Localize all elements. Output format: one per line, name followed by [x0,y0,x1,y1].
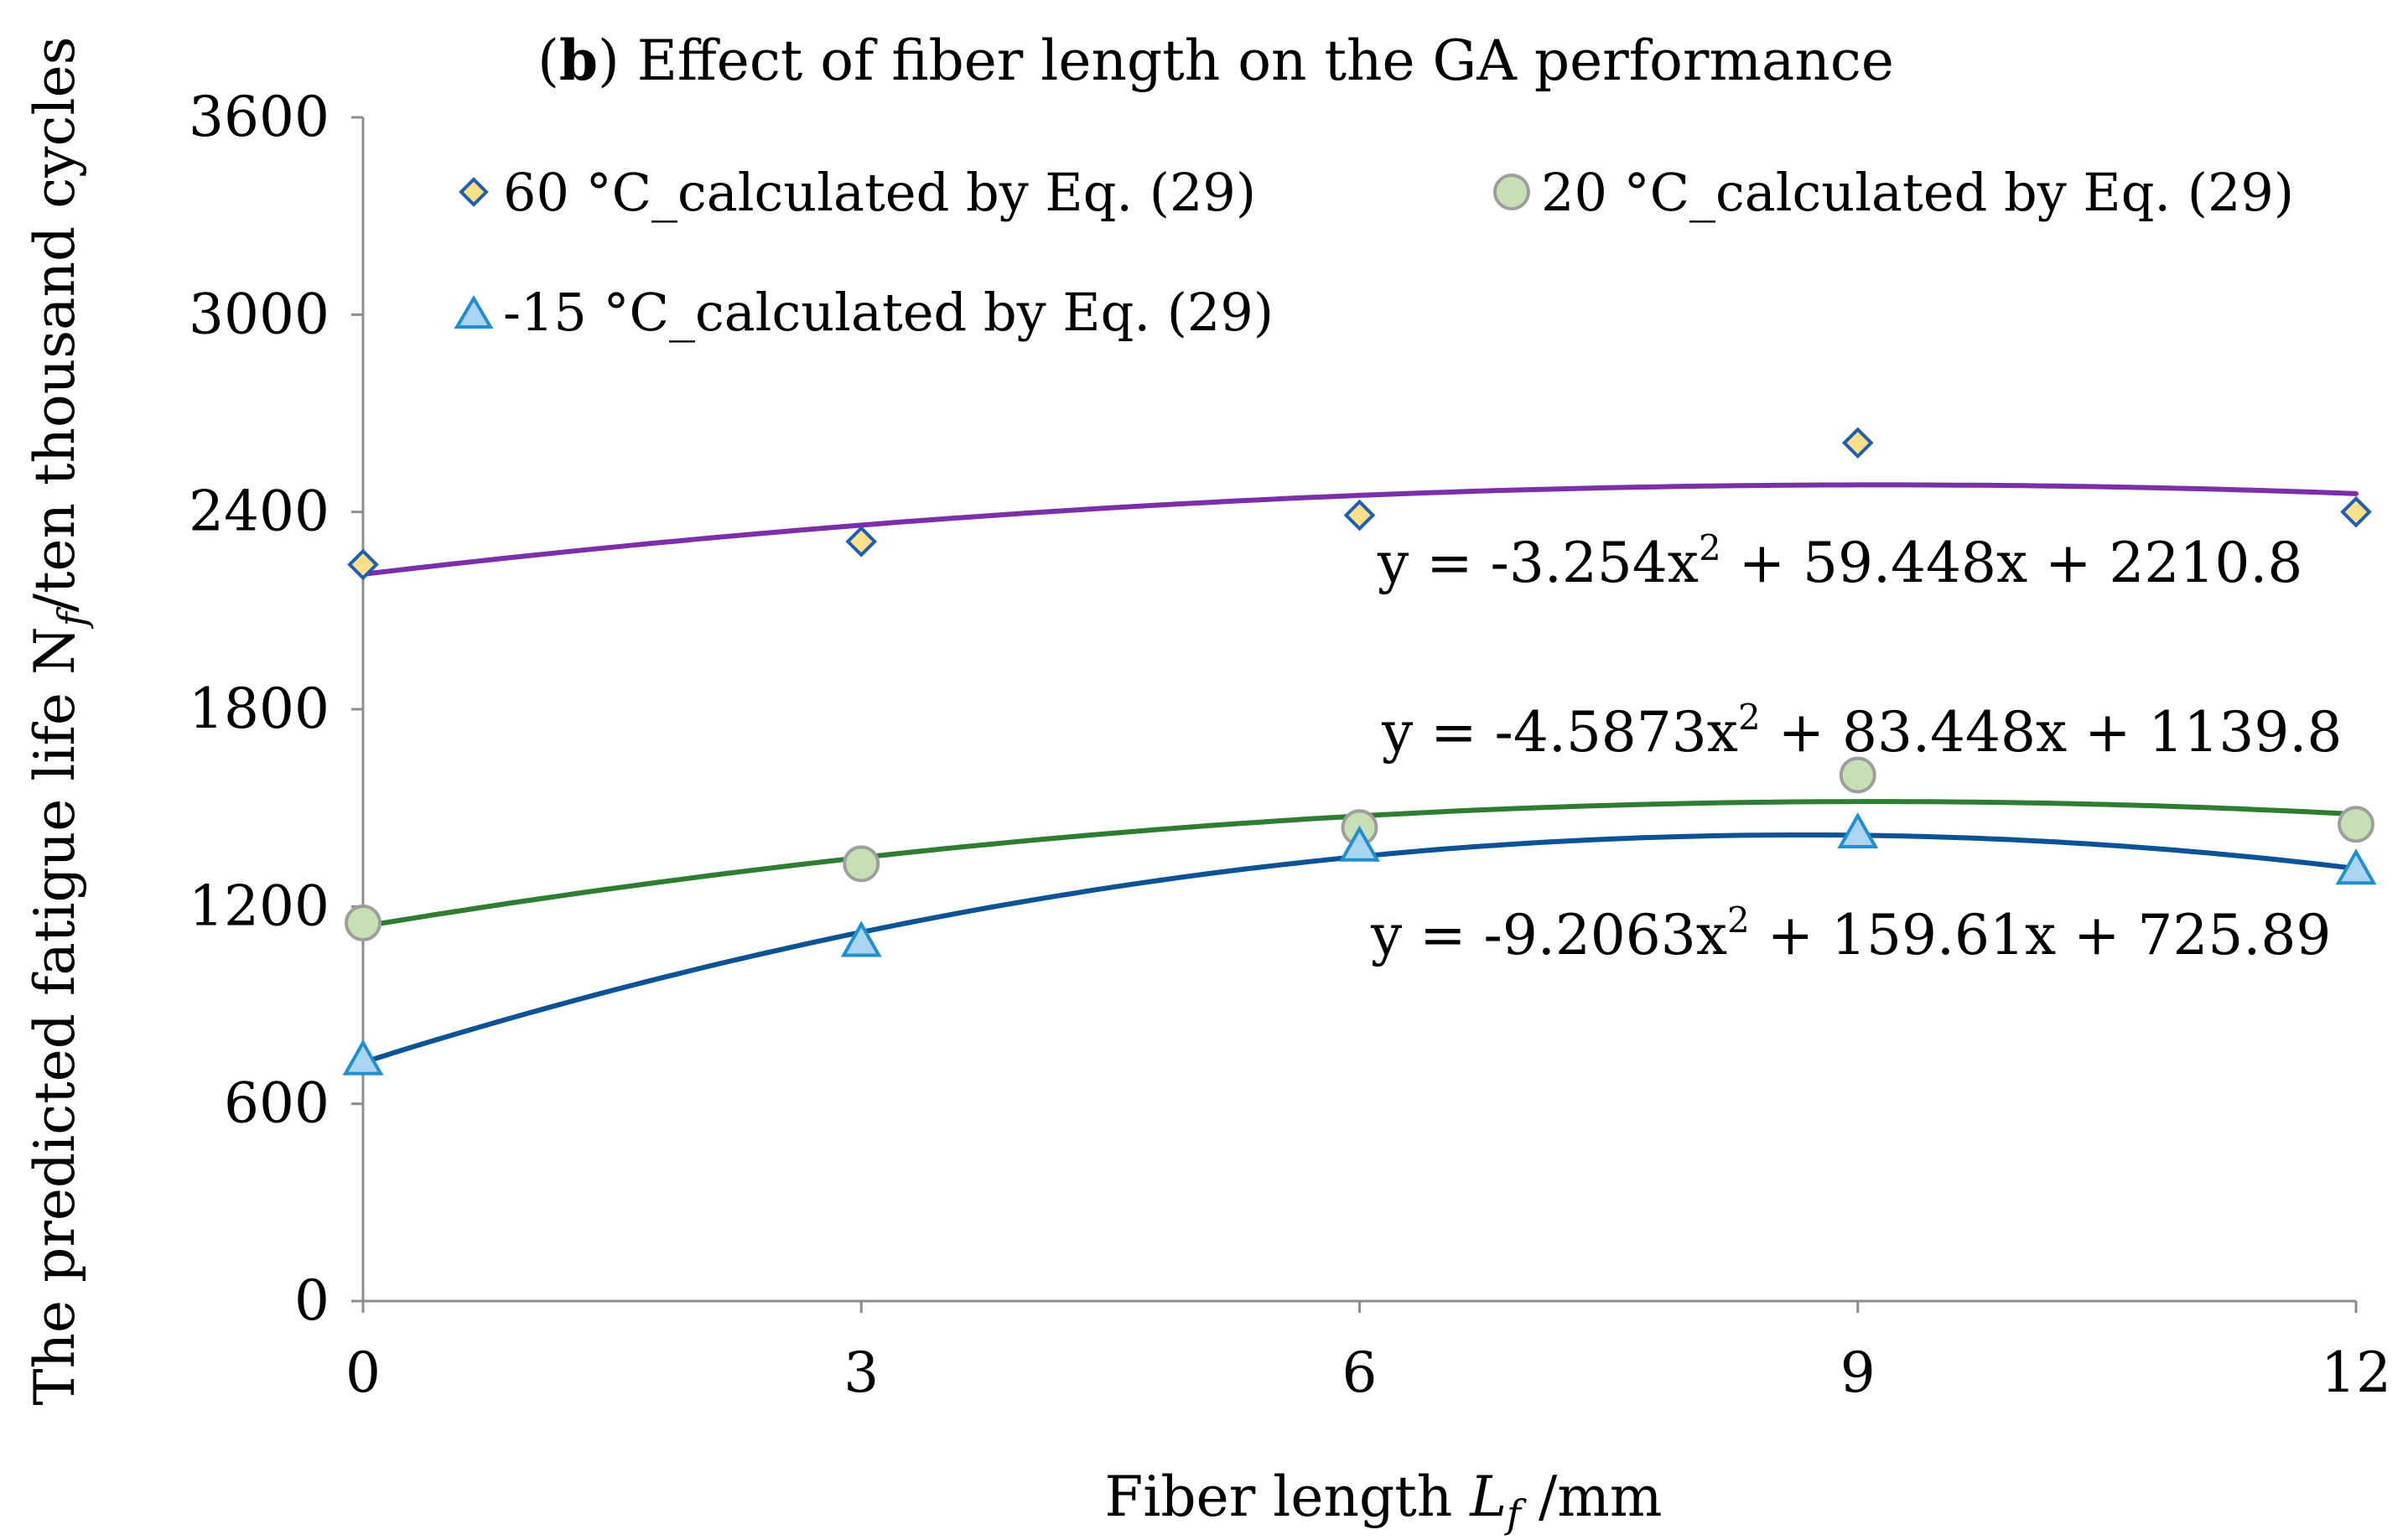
y-tick-label: 1200 [189,874,330,938]
data-point-series-2 [840,920,882,957]
data-point-series-0 [2340,495,2372,528]
x-tick-label: 0 [345,1340,381,1405]
legend-item-60c: 60 °C_calculated by Eq. (29) [459,162,1256,223]
data-point-series-0 [1841,427,1874,459]
legend-marker-diamond [459,177,489,207]
legend: 60 °C_calculated by Eq. (29) 20 °C_calcu… [454,162,2294,343]
data-point-series-1 [1839,756,1876,794]
data-point-series-0 [347,548,379,581]
y-tick-group: 0 600 1200 1800 2400 3000 3600 [189,85,363,1333]
y-tick-label: 0 [294,1268,330,1333]
legend-marker-circle [1493,174,1530,210]
legend-label-60c: 60 °C_calculated by Eq. (29) [503,162,1256,223]
data-point-series-0 [845,526,878,557]
y-tick-label: 600 [224,1071,330,1136]
legend-marker-triangle [454,295,494,329]
x-tick-label: 6 [1342,1340,1378,1405]
legend-label-minus15c: -15 °C_calculated by Eq. (29) [503,282,1274,343]
data-point-series-1 [2338,806,2374,843]
y-tick-label: 3600 [189,85,330,149]
trendline-series-0 [361,482,2359,577]
legend-label-20c: 20 °C_calculated by Eq. (29) [1541,162,2294,223]
chart-title: (b) Effect of fiber length on the GA per… [537,28,1894,93]
legend-item-minus15c: -15 °C_calculated by Eq. (29) [454,282,1274,343]
x-tick-label: 12 [2321,1340,2391,1405]
data-point-series-2 [1837,811,1879,849]
x-axis-label: Fiber length Lf /mm [1105,1465,1663,1537]
data-point-series-2 [1339,825,1380,862]
data-point-series-2 [2335,848,2377,885]
x-tick-group: 0 3 6 9 12 [345,1301,2391,1405]
chart-title-bold: b [559,28,598,93]
y-tick-label: 1800 [189,677,330,741]
legend-item-20c: 20 °C_calculated by Eq. (29) [1493,162,2294,223]
y-tick-label: 2400 [189,480,330,544]
data-point-series-0 [1343,499,1376,531]
marker-group [342,427,2377,1076]
equation-60c: y = -3.254x2 + 59.448x + 2210.8 [1377,527,2302,595]
data-point-series-1 [843,845,880,883]
data-point-series-1 [345,904,381,941]
y-tick-label: 3000 [189,282,330,346]
equation-minus15c: y = -9.2063x2 + 159.61x + 725.89 [1370,900,2331,967]
x-tick-label: 3 [843,1340,879,1405]
equation-20c: y = -4.5873x2 + 83.448x + 1139.8 [1381,697,2342,765]
x-tick-label: 9 [1840,1340,1876,1405]
data-point-series-2 [342,1039,384,1076]
y-axis-label: The predicted fatigue life Nf/ten thousa… [23,36,95,1405]
